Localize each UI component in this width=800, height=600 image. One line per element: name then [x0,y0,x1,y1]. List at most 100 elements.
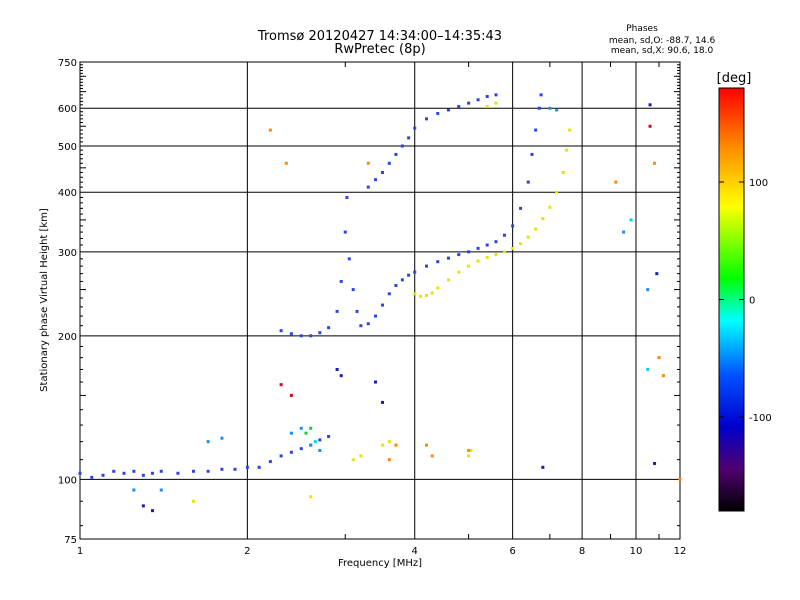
data-point [335,309,339,313]
data-point [387,440,391,444]
data-point [467,101,471,105]
data-point [335,367,339,371]
colorbar-ticks: 100 0 -100 [719,178,772,424]
data-point [467,454,471,458]
data-point [568,128,572,132]
data-point [425,117,429,121]
data-point [648,103,652,107]
data-point [206,469,210,473]
colorbar-tick-label: -100 [749,413,772,424]
data-point [327,326,331,330]
data-point [284,161,288,165]
data-point [400,144,404,148]
data-point [318,331,322,335]
data-point [476,246,480,250]
data-point [413,270,417,274]
data-point [191,499,195,503]
chart-subtitle: RwPretec (8p) [334,42,425,57]
data-point [400,278,404,282]
data-point [446,108,450,112]
data-point [245,465,249,469]
data-point [614,180,618,184]
data-point [469,448,473,452]
data-point [380,170,384,174]
data-point [366,322,370,326]
data-point [467,264,471,268]
y-tick-label: 200 [58,332,77,343]
data-point [78,471,82,475]
data-point [220,467,224,471]
data-point [220,436,224,440]
phases-o-stats: mean, sd,O: -88.7, 14.6 [609,36,716,46]
data-point [394,152,398,156]
data-point [122,471,126,475]
data-point [646,367,650,371]
colorbar-tick-label: 100 [749,178,768,189]
y-tick-label: 100 [58,475,77,486]
x-tick-label: 4 [412,546,418,557]
data-point [339,374,343,378]
data-point [526,180,530,184]
phases-x-stats: mean, sd,X: 90.6, 18.0 [611,46,714,56]
data-point [394,443,398,447]
data-point [309,443,313,447]
data-point [494,253,498,257]
x-tick-label: 8 [579,546,585,557]
data-point [279,454,283,458]
data-point [268,460,272,464]
data-point [309,426,313,430]
data-point [430,454,434,458]
data-point [289,450,293,454]
colorbar-tick-label: 0 [749,296,755,307]
data-point [457,270,461,274]
data-point [380,400,384,404]
data-point [425,264,429,268]
data-point [539,93,543,97]
data-point [646,288,650,292]
data-point [446,256,450,260]
x-axis-ticks: 1 2 4 6 8 10 12 [77,62,687,557]
data-point [526,235,530,239]
grid-lines [80,62,680,539]
data-point [430,291,434,295]
data-points [78,93,682,513]
data-point [141,504,145,508]
data-point [191,469,195,473]
y-tick-label: 400 [58,188,77,199]
data-point [511,224,515,228]
phases-heading: Phases [626,24,658,34]
data-point [343,230,347,234]
data-point [359,324,363,328]
data-point [485,243,489,247]
y-tick-label: 750 [58,58,77,69]
colorbar-label: [deg] [717,71,752,86]
data-point [446,278,450,282]
data-point [339,279,343,283]
data-point [511,246,515,250]
data-point [661,374,665,378]
data-point [494,240,498,244]
data-point [653,461,657,465]
data-point [132,488,136,492]
data-point [373,314,377,318]
data-point [347,257,351,261]
data-point [380,443,384,447]
data-point [313,440,317,444]
data-point [653,161,657,165]
plot-area [79,61,681,540]
data-point [279,329,283,333]
data-point [345,195,349,199]
data-point [351,458,355,462]
data-point [279,383,283,387]
data-point [561,170,565,174]
data-point [457,253,461,257]
x-tick-label: 12 [674,546,687,557]
data-point [257,465,261,469]
data-point [366,161,370,165]
y-tick-label: 75 [64,535,77,546]
data-point [150,471,154,475]
data-point [494,101,498,105]
data-point [436,286,440,290]
data-point [141,473,145,477]
data-point [233,467,237,471]
